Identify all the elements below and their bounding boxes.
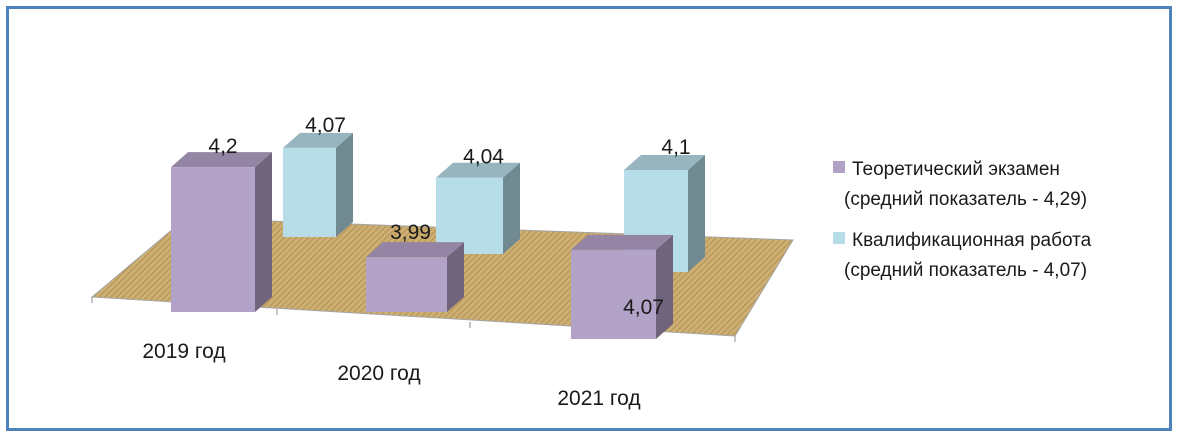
data-label-s0-1: 3,99	[390, 221, 431, 244]
legend-swatch-0	[833, 161, 845, 173]
legend-label-0-0: Теоретический экзамен	[852, 159, 1060, 180]
bar-s0-2	[571, 234, 673, 339]
legend-label-0-1: (средний показатель - 4,29)	[844, 189, 1087, 210]
legend-item-0: Теоретический экзамен (средний показатель…	[833, 159, 1087, 210]
data-label-s1-0: 4,07	[305, 114, 346, 137]
axis-ticks	[91, 297, 736, 342]
bar-s0-0	[171, 152, 272, 312]
data-label-s0-2: 4,07	[623, 296, 664, 319]
legend-item-1: Квалификационная работа (средний показате…	[833, 230, 1092, 281]
category-label-0: 2019 год	[142, 340, 225, 363]
category-label-2: 2021 год	[557, 387, 640, 410]
bar-s0-1	[366, 242, 464, 312]
legend-label-1-1: (средний показатель - 4,07)	[844, 260, 1087, 281]
bar-s1-0	[283, 132, 353, 237]
category-label-1: 2020 год	[337, 362, 420, 385]
legend-label-1-0: Квалификационная работа	[852, 230, 1092, 251]
data-label-s1-1: 4,04	[463, 146, 504, 169]
data-label-s1-2: 4,1	[661, 136, 690, 159]
legend-swatch-1	[833, 232, 845, 244]
data-label-s0-0: 4,2	[208, 135, 237, 158]
bar-s1-1	[436, 162, 520, 254]
